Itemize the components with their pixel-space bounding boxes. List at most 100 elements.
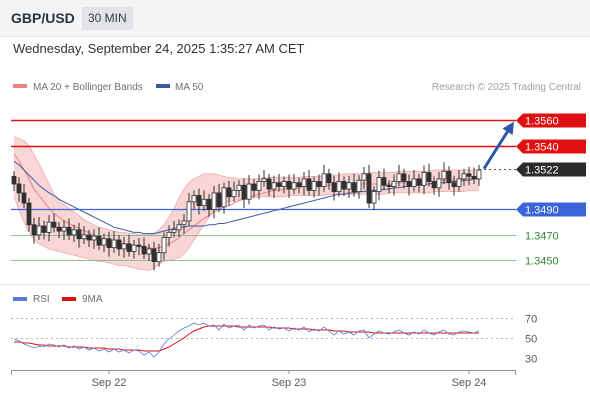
candle-body (321, 173, 327, 187)
level-tag-1-3540 (516, 139, 586, 154)
bollinger-band-fill (14, 136, 479, 271)
candle-body (381, 177, 387, 186)
candle-body (66, 226, 72, 236)
candle-body (101, 238, 107, 246)
candle-body (121, 243, 127, 250)
candle-body (396, 173, 402, 182)
candle-body (451, 182, 457, 187)
candle-body (126, 243, 132, 252)
candle-body (236, 184, 242, 191)
candle-body (71, 229, 77, 236)
candle-body (106, 238, 112, 249)
candle-body (296, 182, 302, 187)
candle-body (161, 237, 167, 254)
bollinger-upper-line (13, 136, 479, 236)
forecast-arrow-shaft (482, 126, 512, 170)
candle-body (141, 245, 147, 255)
candle-body (131, 244, 137, 252)
candle-body (361, 173, 367, 181)
candle-body (441, 170, 447, 180)
forecast-arrow-head (502, 121, 514, 135)
legend-9ma-label: 9MA (82, 294, 103, 305)
candle-body (476, 169, 482, 180)
candle-body (331, 182, 337, 193)
candle-body (171, 229, 177, 233)
header-bar: GBP/USD 30 MIN (0, 0, 590, 36)
candle-body (246, 183, 252, 200)
legend-bollinger-swatch (13, 84, 27, 88)
candle-body (116, 239, 122, 250)
candle-body (351, 182, 357, 193)
timeframe-badge[interactable]: 30 MIN (82, 7, 133, 30)
candle-body (316, 181, 322, 187)
legend-9ma-swatch (62, 297, 76, 301)
ma50-line (13, 160, 479, 235)
candle-body (86, 234, 92, 241)
candle-body (346, 182, 352, 190)
candle-body (151, 248, 157, 263)
candle-body (216, 192, 222, 208)
candle-body (431, 181, 437, 189)
candle-body (51, 221, 57, 228)
candle-body (266, 178, 272, 190)
candle-body (261, 178, 267, 182)
legend-rsi-label: RSI (33, 294, 50, 305)
credit-text: Research © 2025 Trading Central (432, 82, 581, 93)
level-label-1-3540: 1.3540 (525, 142, 559, 154)
candle-body (176, 224, 182, 231)
candle-body (326, 173, 332, 184)
candle-body (191, 195, 197, 203)
candle-body (76, 229, 82, 240)
timestamp: Wednesday, September 24, 2025 1:35:27 AM… (13, 41, 305, 56)
candle-body (31, 224, 37, 236)
candle-body (401, 173, 407, 182)
candle-body (411, 178, 417, 187)
candle-body (311, 181, 317, 191)
candle-body (436, 178, 442, 189)
candle-body (251, 183, 257, 191)
candle-body (336, 181, 342, 193)
candle-body (186, 201, 192, 222)
candle-body (281, 181, 287, 187)
legend-ma50-swatch (156, 84, 170, 88)
candle-body (46, 221, 52, 233)
candle-body (26, 202, 32, 226)
candle-body (426, 172, 432, 182)
rsi-line (13, 322, 480, 358)
candle-body (461, 173, 467, 180)
candle-body (291, 182, 297, 190)
candle-body (111, 239, 117, 249)
candle-body (231, 189, 237, 198)
candle-body (201, 198, 207, 207)
candle-body (466, 173, 472, 177)
candle-body (196, 195, 202, 207)
candle-body (211, 192, 217, 210)
instrument-label: GBP/USD (11, 10, 75, 26)
candle-body (416, 178, 422, 186)
candle-body (391, 181, 397, 187)
candle-body (386, 184, 392, 187)
candle-body (16, 183, 22, 194)
x-tick-label: Sep 23 (272, 377, 307, 389)
candle-body (146, 248, 152, 255)
level-label-1-3490: 1.3490 (525, 205, 559, 217)
x-tick-label: Sep 24 (452, 377, 487, 389)
candle-body (96, 235, 102, 246)
candle-body (376, 177, 382, 193)
candle-body (356, 179, 362, 193)
legend-ma50-label: MA 50 (175, 82, 204, 93)
candle-body (406, 181, 412, 187)
level-tag-1-3560 (516, 113, 586, 128)
candle-body (36, 225, 42, 236)
level-label-1-3470: 1.3470 (525, 231, 559, 243)
candle-body (206, 198, 212, 210)
candle-body (41, 225, 47, 233)
candle-body (276, 182, 282, 187)
legend-rsi-swatch (13, 297, 27, 301)
candle-body (166, 231, 172, 238)
candle-body (471, 175, 477, 180)
candle-body (81, 234, 87, 240)
level-label-1-3450: 1.3450 (525, 256, 559, 268)
candle-body (11, 175, 17, 185)
